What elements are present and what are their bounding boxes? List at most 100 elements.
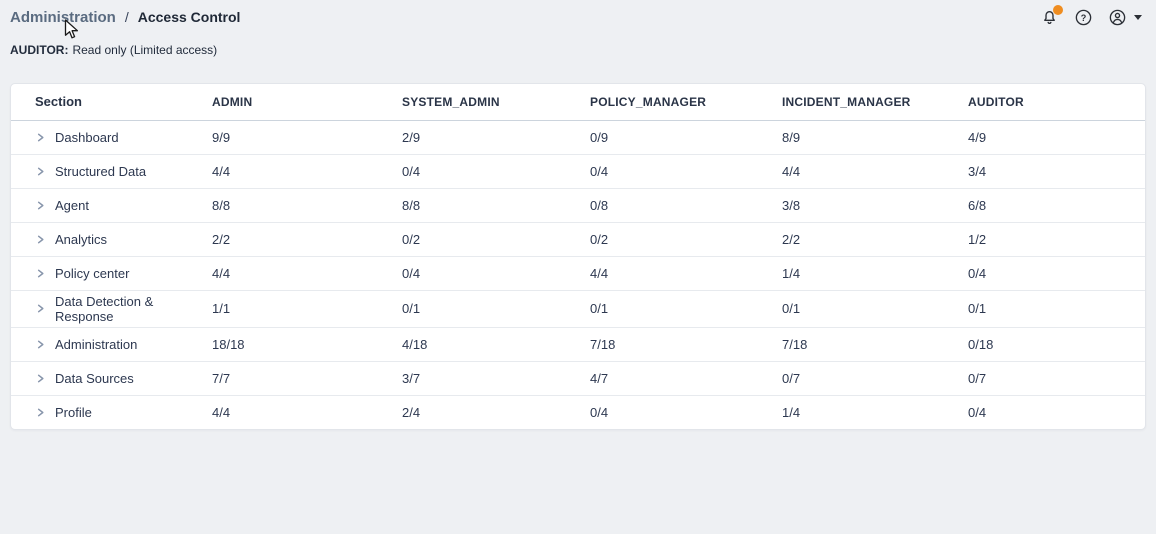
role-notice: AUDITOR: Read only (Limited access) — [10, 43, 1146, 57]
section-label: Analytics — [55, 231, 108, 247]
permission-count: 0/2 — [402, 222, 590, 257]
permission-count: 4/4 — [212, 404, 231, 420]
help-button[interactable]: ? — [1074, 8, 1093, 27]
chevron-right-icon[interactable] — [35, 303, 46, 314]
notifications-button[interactable] — [1040, 4, 1063, 27]
topbar-icons: ? — [1040, 4, 1146, 27]
column-header-section: Section — [11, 84, 212, 121]
section-label: Structured Data — [55, 163, 147, 179]
access-matrix-table: Section ADMIN SYSTEM_ADMIN POLICY_MANAGE… — [11, 84, 1145, 429]
chevron-right-icon[interactable] — [35, 407, 46, 418]
page: Administration / Access Control ? — [0, 4, 1156, 430]
page-title: Access Control — [137, 8, 241, 25]
section-label: Data Sources — [55, 370, 134, 386]
section-cell: Data Detection & Response — [11, 290, 212, 328]
permission-count: 0/1 — [590, 290, 782, 328]
section-label: Dashboard — [55, 129, 119, 145]
section-label: Profile — [55, 404, 92, 420]
permission-count: 2/2 — [782, 222, 968, 257]
breadcrumb-link-administration[interactable]: Administration — [10, 8, 116, 26]
permission-count: 3/8 — [782, 188, 968, 223]
permission-count: 7/18 — [782, 327, 968, 362]
table-row[interactable]: Data Detection & Response 1/1 0/1 0/1 0/1 0/1 — [11, 290, 1145, 328]
permission-count: 0/18 — [968, 327, 1145, 362]
permission-count: 4/4 — [590, 256, 782, 291]
permission-count: 4/9 — [968, 120, 1145, 155]
chevron-right-icon[interactable] — [35, 373, 46, 384]
topbar: Administration / Access Control ? — [10, 4, 1146, 29]
notification-badge — [1053, 4, 1063, 15]
account-menu-button[interactable] — [1108, 8, 1142, 27]
section-cell: Agent — [11, 188, 212, 223]
section-cell: Profile — [11, 395, 212, 429]
section-cell: Analytics — [11, 222, 212, 257]
table-row[interactable]: Profile 4/4 2/4 0/4 1/4 0/4 — [11, 395, 1145, 429]
permission-count: 0/8 — [590, 188, 782, 223]
column-header-incident-manager: INCIDENT_MANAGER — [782, 84, 968, 121]
breadcrumb: Administration / Access Control — [10, 9, 240, 26]
permission-count: 18/18 — [212, 327, 402, 362]
permission-count: 6/8 — [968, 188, 1145, 223]
permission-count: 1/4 — [782, 256, 968, 291]
table-row[interactable]: Policy center 4/4 0/4 4/4 1/4 0/4 — [11, 256, 1145, 291]
column-header-auditor: AUDITOR — [968, 84, 1145, 121]
permission-count: 0/1 — [782, 290, 968, 328]
column-header-admin: ADMIN — [212, 84, 402, 121]
table-row[interactable]: Agent 8/8 8/8 0/8 3/8 6/8 — [11, 188, 1145, 223]
permission-count: 7/18 — [590, 327, 782, 362]
section-cell: Structured Data — [11, 154, 212, 189]
permission-count: 2/2 — [212, 222, 402, 257]
column-header-policy-manager: POLICY_MANAGER — [590, 84, 782, 121]
account-icon — [1109, 9, 1126, 25]
section-cell: Dashboard — [11, 120, 212, 155]
permission-count: 7/7 — [212, 361, 402, 396]
chevron-right-icon[interactable] — [35, 132, 46, 143]
permission-count: 0/1 — [402, 290, 590, 328]
table-row[interactable]: Structured Data 4/4 0/4 0/4 4/4 3/4 — [11, 154, 1145, 189]
permission-count: 4/18 — [402, 327, 590, 362]
section-label: Policy center — [55, 265, 130, 281]
section-cell: Policy center — [11, 256, 212, 291]
chevron-right-icon[interactable] — [35, 339, 46, 350]
permission-count: 3/4 — [968, 154, 1145, 189]
column-header-system-admin: SYSTEM_ADMIN — [402, 84, 590, 121]
permission-count: 0/4 — [590, 154, 782, 189]
permission-count: 0/4 — [402, 154, 590, 189]
section-label: Agent — [55, 197, 89, 213]
help-icon: ? — [1075, 9, 1092, 25]
section-cell: Administration — [11, 327, 212, 362]
role-notice-text: Read only (Limited access) — [72, 43, 218, 57]
permission-count: 2/4 — [402, 404, 421, 420]
permission-count: 0/1 — [968, 290, 1145, 328]
table-row[interactable]: Analytics 2/2 0/2 0/2 2/2 1/2 — [11, 222, 1145, 257]
chevron-right-icon[interactable] — [35, 268, 46, 279]
section-label: Data Detection & Response — [55, 293, 154, 324]
chevron-right-icon[interactable] — [35, 200, 46, 211]
chevron-right-icon[interactable] — [35, 234, 46, 245]
permission-count: 0/4 — [968, 256, 1145, 291]
permission-count: 0/7 — [968, 361, 1145, 396]
table-row[interactable]: Administration 18/18 4/18 7/18 7/18 0/18 — [11, 327, 1145, 362]
permission-count: 2/9 — [402, 120, 590, 155]
permission-count: 4/4 — [782, 154, 968, 189]
permission-count: 1/1 — [212, 290, 402, 328]
permission-count: 1/4 — [782, 404, 801, 420]
table-row[interactable]: Dashboard 9/9 2/9 0/9 8/9 4/9 — [11, 120, 1145, 155]
chevron-right-icon[interactable] — [35, 166, 46, 177]
permission-count: 0/4 — [402, 256, 590, 291]
svg-text:?: ? — [1081, 12, 1087, 22]
role-notice-label: AUDITOR: — [10, 43, 69, 57]
caret-down-icon — [1134, 14, 1142, 20]
permission-count: 9/9 — [212, 120, 402, 155]
table-row[interactable]: Data Sources 7/7 3/7 4/7 0/7 0/7 — [11, 361, 1145, 396]
permission-count: 0/2 — [590, 222, 782, 257]
bell-icon — [1044, 10, 1055, 24]
permission-count: 4/7 — [590, 361, 782, 396]
permission-count: 8/8 — [402, 188, 590, 223]
table-header-row: Section ADMIN SYSTEM_ADMIN POLICY_MANAGE… — [11, 84, 1145, 121]
access-matrix-card: Section ADMIN SYSTEM_ADMIN POLICY_MANAGE… — [10, 83, 1146, 430]
permission-count: 0/4 — [968, 404, 987, 420]
permission-count: 3/7 — [402, 361, 590, 396]
section-label: Administration — [55, 336, 138, 352]
breadcrumb-separator: / — [124, 8, 129, 25]
